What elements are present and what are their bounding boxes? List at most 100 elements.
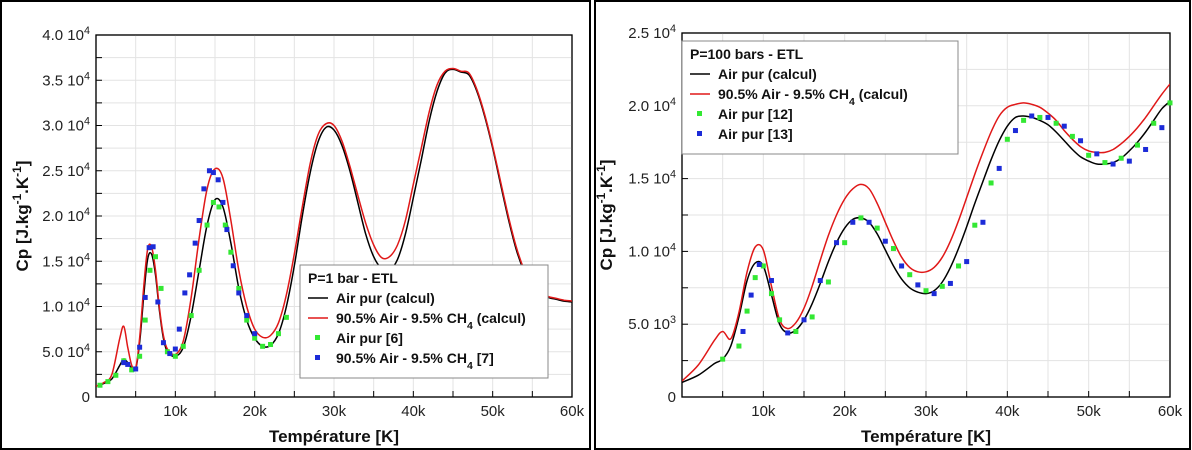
y-tick-label: 2.5 104: [628, 23, 676, 42]
panel-frame-right: [594, 0, 1191, 450]
data-point-3: [215, 177, 221, 183]
data-point-2: [988, 180, 994, 186]
x-tick-label: 10k: [163, 403, 188, 420]
data-point-3: [172, 346, 178, 352]
data-point-3: [196, 218, 202, 224]
data-point-2: [1086, 152, 1092, 158]
data-point-2: [1118, 155, 1124, 161]
data-point-3: [850, 219, 856, 225]
data-point-2: [1134, 142, 1140, 148]
data-point-3: [947, 280, 953, 286]
data-point-2: [1037, 114, 1043, 120]
series-line-1: [682, 83, 1170, 382]
legend-title: P=1 bar - ETL: [308, 270, 398, 286]
legend-entry: Air pur [12]: [718, 106, 793, 122]
panel-frame-left: [0, 0, 591, 450]
data-point-2: [825, 279, 831, 285]
data-point-3: [882, 238, 888, 244]
data-point-2: [147, 267, 153, 273]
data-point-3: [785, 330, 791, 336]
y-tick-label: 0: [82, 389, 90, 406]
data-point-3: [756, 262, 762, 268]
data-point-2: [744, 308, 750, 314]
data-point-3: [142, 294, 148, 300]
x-axis-label: Température [K]: [269, 427, 399, 446]
data-point-3: [252, 331, 258, 337]
data-point-3: [133, 366, 139, 372]
y-tick-label: 3.0 104: [42, 116, 90, 135]
x-tick-label: 40k: [401, 403, 426, 420]
data-point-2: [129, 367, 135, 373]
data-point-3: [899, 263, 905, 269]
data-point-2: [972, 222, 978, 228]
data-point-3: [1045, 114, 1051, 120]
data-point-3: [155, 299, 161, 305]
data-point-3: [1143, 146, 1149, 152]
data-point-2: [158, 285, 164, 291]
x-tick-label: 60k: [1158, 403, 1183, 420]
data-point-3: [817, 278, 823, 284]
data-point-3: [964, 259, 970, 265]
data-point-3: [1110, 161, 1116, 167]
data-point-3: [1094, 151, 1100, 157]
chart-right: 10k 20k 30k 40k 50k 60k 0 5.0 103 1.0 104 1.5 104…: [594, 23, 1183, 446]
data-point-2: [188, 313, 194, 319]
data-point-2: [153, 254, 158, 260]
y-tick-label: 1.5 104: [42, 251, 90, 270]
data-point-2: [890, 245, 896, 251]
y-tick-label: 1.5 104: [628, 169, 676, 188]
data-point-3: [915, 282, 921, 288]
data-point-3: [740, 328, 746, 334]
y-tick-label: 5.0 103: [628, 314, 676, 333]
x-tick-label: 60k: [560, 403, 585, 420]
data-point-2: [105, 379, 111, 385]
y-tick-label: 0: [668, 389, 676, 406]
data-point-2: [907, 272, 913, 278]
data-point-2: [222, 222, 228, 228]
x-tick-label: 30k: [914, 403, 939, 420]
y-tick-label: 2.5 104: [42, 161, 90, 180]
data-point-2: [196, 267, 202, 273]
plot-frame: [681, 32, 1171, 398]
data-point-2: [1053, 120, 1059, 126]
legend-title: P=100 bars - ETL: [690, 46, 804, 62]
data-point-2: [720, 356, 726, 362]
data-point-2: [236, 285, 242, 291]
data-point-2: [228, 249, 234, 255]
data-point-2: [1004, 136, 1010, 142]
data-point-3: [220, 199, 226, 205]
data-point-2: [268, 342, 274, 348]
data-point-2: [1167, 100, 1173, 106]
x-tick-label: 10k: [751, 403, 776, 420]
data-point-3: [167, 351, 173, 357]
x-tick-label: 30k: [322, 403, 347, 420]
data-point-3: [1061, 123, 1067, 129]
x-axis-label: Température [K]: [861, 427, 991, 446]
x-tick-label: 40k: [995, 403, 1020, 420]
y-tick-label: 2.0 104: [42, 206, 90, 225]
data-point-2: [275, 331, 281, 337]
data-point-2: [760, 263, 766, 269]
data-point-2: [97, 382, 103, 388]
data-point-3: [125, 361, 131, 367]
data-point-2: [939, 283, 945, 289]
y-axis-label: Cp [J.kg-1.K-1]: [10, 161, 32, 272]
data-point-3: [768, 278, 774, 284]
y-tick-label: 1.0 104: [628, 241, 676, 260]
data-point-3: [1078, 138, 1084, 144]
y-axis-label: Cp [J.kg-1.K-1]: [594, 160, 616, 271]
data-point-2: [858, 215, 864, 221]
data-point-3: [201, 186, 207, 192]
data-point-2: [204, 222, 210, 228]
data-point-3: [160, 340, 166, 346]
data-point-2: [752, 275, 758, 281]
data-point-2: [1102, 160, 1108, 166]
data-point-3: [121, 360, 127, 366]
data-point-2: [216, 204, 222, 210]
data-point-2: [874, 225, 880, 231]
data-point-2: [210, 199, 216, 205]
data-point-2: [1069, 133, 1075, 139]
legend-box: [299, 264, 549, 379]
data-point-2: [956, 263, 962, 269]
